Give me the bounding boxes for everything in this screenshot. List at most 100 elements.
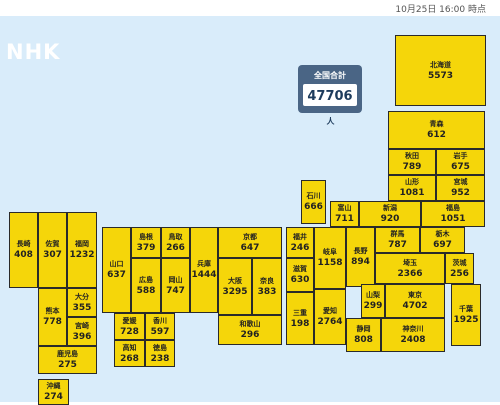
prefecture-count: 299 xyxy=(363,301,383,311)
national-total-value: 47706 xyxy=(307,89,353,104)
prefecture-count: 396 xyxy=(72,331,92,342)
prefecture-count: 647 xyxy=(240,242,260,253)
prefecture-count: 2408 xyxy=(400,335,426,345)
prefecture-saitama[interactable]: 埼玉 2366 xyxy=(375,253,445,284)
prefecture-tokyo[interactable]: 東京 4702 xyxy=(385,284,445,318)
prefecture-nagano[interactable]: 長野 894 xyxy=(346,227,375,287)
prefecture-yamaguchi[interactable]: 山口 637 xyxy=(102,227,131,313)
prefecture-name: 青森 xyxy=(429,120,444,128)
prefecture-name: 山形 xyxy=(405,178,419,186)
prefecture-kagoshima[interactable]: 鹿児島 275 xyxy=(38,346,97,374)
prefecture-okayama[interactable]: 岡山 747 xyxy=(161,258,190,313)
prefecture-name: 大分 xyxy=(75,292,89,301)
prefecture-name: 埼玉 xyxy=(403,258,417,267)
prefecture-miyagi[interactable]: 宮城 952 xyxy=(436,175,485,201)
prefecture-chiba[interactable]: 千葉 1925 xyxy=(451,284,481,346)
prefecture-saga[interactable]: 佐賀 307 xyxy=(38,212,67,288)
prefecture-ishikawa[interactable]: 石川 666 xyxy=(301,180,326,224)
prefecture-name: 福島 xyxy=(446,204,460,212)
prefecture-count: 588 xyxy=(136,285,156,296)
prefecture-count: 666 xyxy=(304,202,323,212)
prefecture-count: 1925 xyxy=(453,315,479,325)
prefecture-name: 岩手 xyxy=(453,152,468,160)
prefecture-aichi[interactable]: 愛知 2764 xyxy=(314,289,346,345)
prefecture-fukui[interactable]: 福井 246 xyxy=(286,227,314,258)
prefecture-osaka[interactable]: 大阪 3295 xyxy=(218,258,252,315)
prefecture-fukuoka[interactable]: 福岡 1232 xyxy=(67,212,97,288)
prefecture-gifu[interactable]: 岐阜 1158 xyxy=(314,227,346,289)
prefecture-tochigi[interactable]: 栃木 697 xyxy=(420,227,465,253)
prefecture-miyazaki[interactable]: 宮崎 396 xyxy=(67,317,97,346)
prefecture-name: 長崎 xyxy=(16,240,31,248)
prefecture-hiroshima[interactable]: 広島 588 xyxy=(131,258,161,313)
prefecture-wakayama[interactable]: 和歌山 296 xyxy=(218,315,282,345)
prefecture-count: 296 xyxy=(240,330,260,340)
prefecture-count: 5573 xyxy=(427,70,454,81)
prefecture-shimane[interactable]: 島根 379 xyxy=(131,227,161,258)
prefecture-count: 697 xyxy=(433,240,452,250)
update-timestamp: 10月25日 16:00 時点 xyxy=(395,5,486,15)
prefecture-akita[interactable]: 秋田 789 xyxy=(388,149,436,175)
prefecture-shizuoka[interactable]: 静岡 808 xyxy=(346,318,381,352)
prefecture-iwate[interactable]: 岩手 675 xyxy=(436,149,485,175)
prefecture-ehime[interactable]: 愛媛 728 xyxy=(114,313,145,340)
prefecture-toyama[interactable]: 富山 711 xyxy=(330,201,359,227)
prefecture-hokkaido[interactable]: 北海道 5573 xyxy=(395,35,486,106)
prefecture-name: 宮崎 xyxy=(75,321,89,330)
prefecture-tokushima[interactable]: 徳島 238 xyxy=(145,340,175,367)
nhk-logo: NHK xyxy=(6,40,61,64)
prefecture-name: 北海道 xyxy=(430,60,451,69)
prefecture-hyogo[interactable]: 兵庫 1444 xyxy=(190,227,218,313)
prefecture-mie[interactable]: 三重 198 xyxy=(286,292,314,345)
prefecture-nagasaki[interactable]: 長崎 408 xyxy=(9,212,38,288)
prefecture-name: 長野 xyxy=(353,247,368,255)
prefecture-name: 群馬 xyxy=(390,230,405,238)
prefecture-tottori[interactable]: 鳥取 266 xyxy=(161,227,190,258)
prefecture-count: 747 xyxy=(166,285,185,296)
prefecture-count: 1158 xyxy=(317,258,343,268)
national-total-box: 47706 人 xyxy=(303,84,357,126)
prefecture-name: 静岡 xyxy=(356,325,371,333)
prefecture-name: 茨城 xyxy=(452,258,467,267)
prefecture-shiga[interactable]: 滋賀 630 xyxy=(286,258,314,292)
prefecture-name: 山梨 xyxy=(366,291,380,299)
prefecture-yamanashi[interactable]: 山梨 299 xyxy=(361,284,385,318)
prefecture-niigata[interactable]: 新潟 920 xyxy=(359,201,421,227)
prefecture-name: 千葉 xyxy=(459,305,473,313)
prefecture-count: 379 xyxy=(136,242,156,253)
prefecture-name: 三重 xyxy=(293,308,307,317)
prefecture-count: 597 xyxy=(150,326,170,337)
prefecture-count: 711 xyxy=(335,214,354,224)
prefecture-name: 岐阜 xyxy=(323,248,337,256)
prefecture-kanagawa[interactable]: 神奈川 2408 xyxy=(381,318,445,352)
prefecture-name: 香川 xyxy=(153,316,167,325)
prefecture-name: 徳島 xyxy=(153,343,167,352)
prefecture-gunma[interactable]: 群馬 787 xyxy=(375,227,420,253)
prefecture-count: 630 xyxy=(290,275,310,285)
prefecture-name: 兵庫 xyxy=(197,260,211,268)
prefecture-name: 高知 xyxy=(122,343,137,352)
prefecture-kyoto[interactable]: 京都 647 xyxy=(218,227,282,258)
prefecture-oita[interactable]: 大分 355 xyxy=(67,288,97,317)
prefecture-count: 778 xyxy=(43,317,62,327)
prefecture-fukushima[interactable]: 福島 1051 xyxy=(421,201,485,227)
prefecture-nara[interactable]: 奈良 383 xyxy=(252,258,282,315)
prefecture-okinawa[interactable]: 沖縄 274 xyxy=(38,379,69,405)
prefecture-name: 石川 xyxy=(306,192,321,200)
prefecture-kagawa[interactable]: 香川 597 xyxy=(145,313,175,340)
prefecture-kumamoto[interactable]: 熊本 778 xyxy=(38,288,67,346)
prefecture-count: 238 xyxy=(150,353,170,364)
prefecture-count: 3295 xyxy=(222,286,248,297)
prefecture-name: 沖縄 xyxy=(46,382,61,390)
japan-tile-map: NHK 全国合計 47706 人 北海道 5573 青森 612 秋田 789 岩手 67… xyxy=(0,16,500,405)
prefecture-yamagata[interactable]: 山形 1081 xyxy=(388,175,436,201)
prefecture-name: 山口 xyxy=(109,260,124,268)
prefecture-name: 秋田 xyxy=(405,152,419,160)
national-total-label: 全国合計 xyxy=(314,71,346,80)
prefecture-count: 920 xyxy=(380,214,400,224)
prefecture-ibaraki[interactable]: 茨城 256 xyxy=(445,253,474,284)
national-total-unit: 人 xyxy=(326,117,335,126)
prefecture-kochi[interactable]: 高知 268 xyxy=(114,340,145,367)
prefecture-aomori[interactable]: 青森 612 xyxy=(388,111,485,149)
